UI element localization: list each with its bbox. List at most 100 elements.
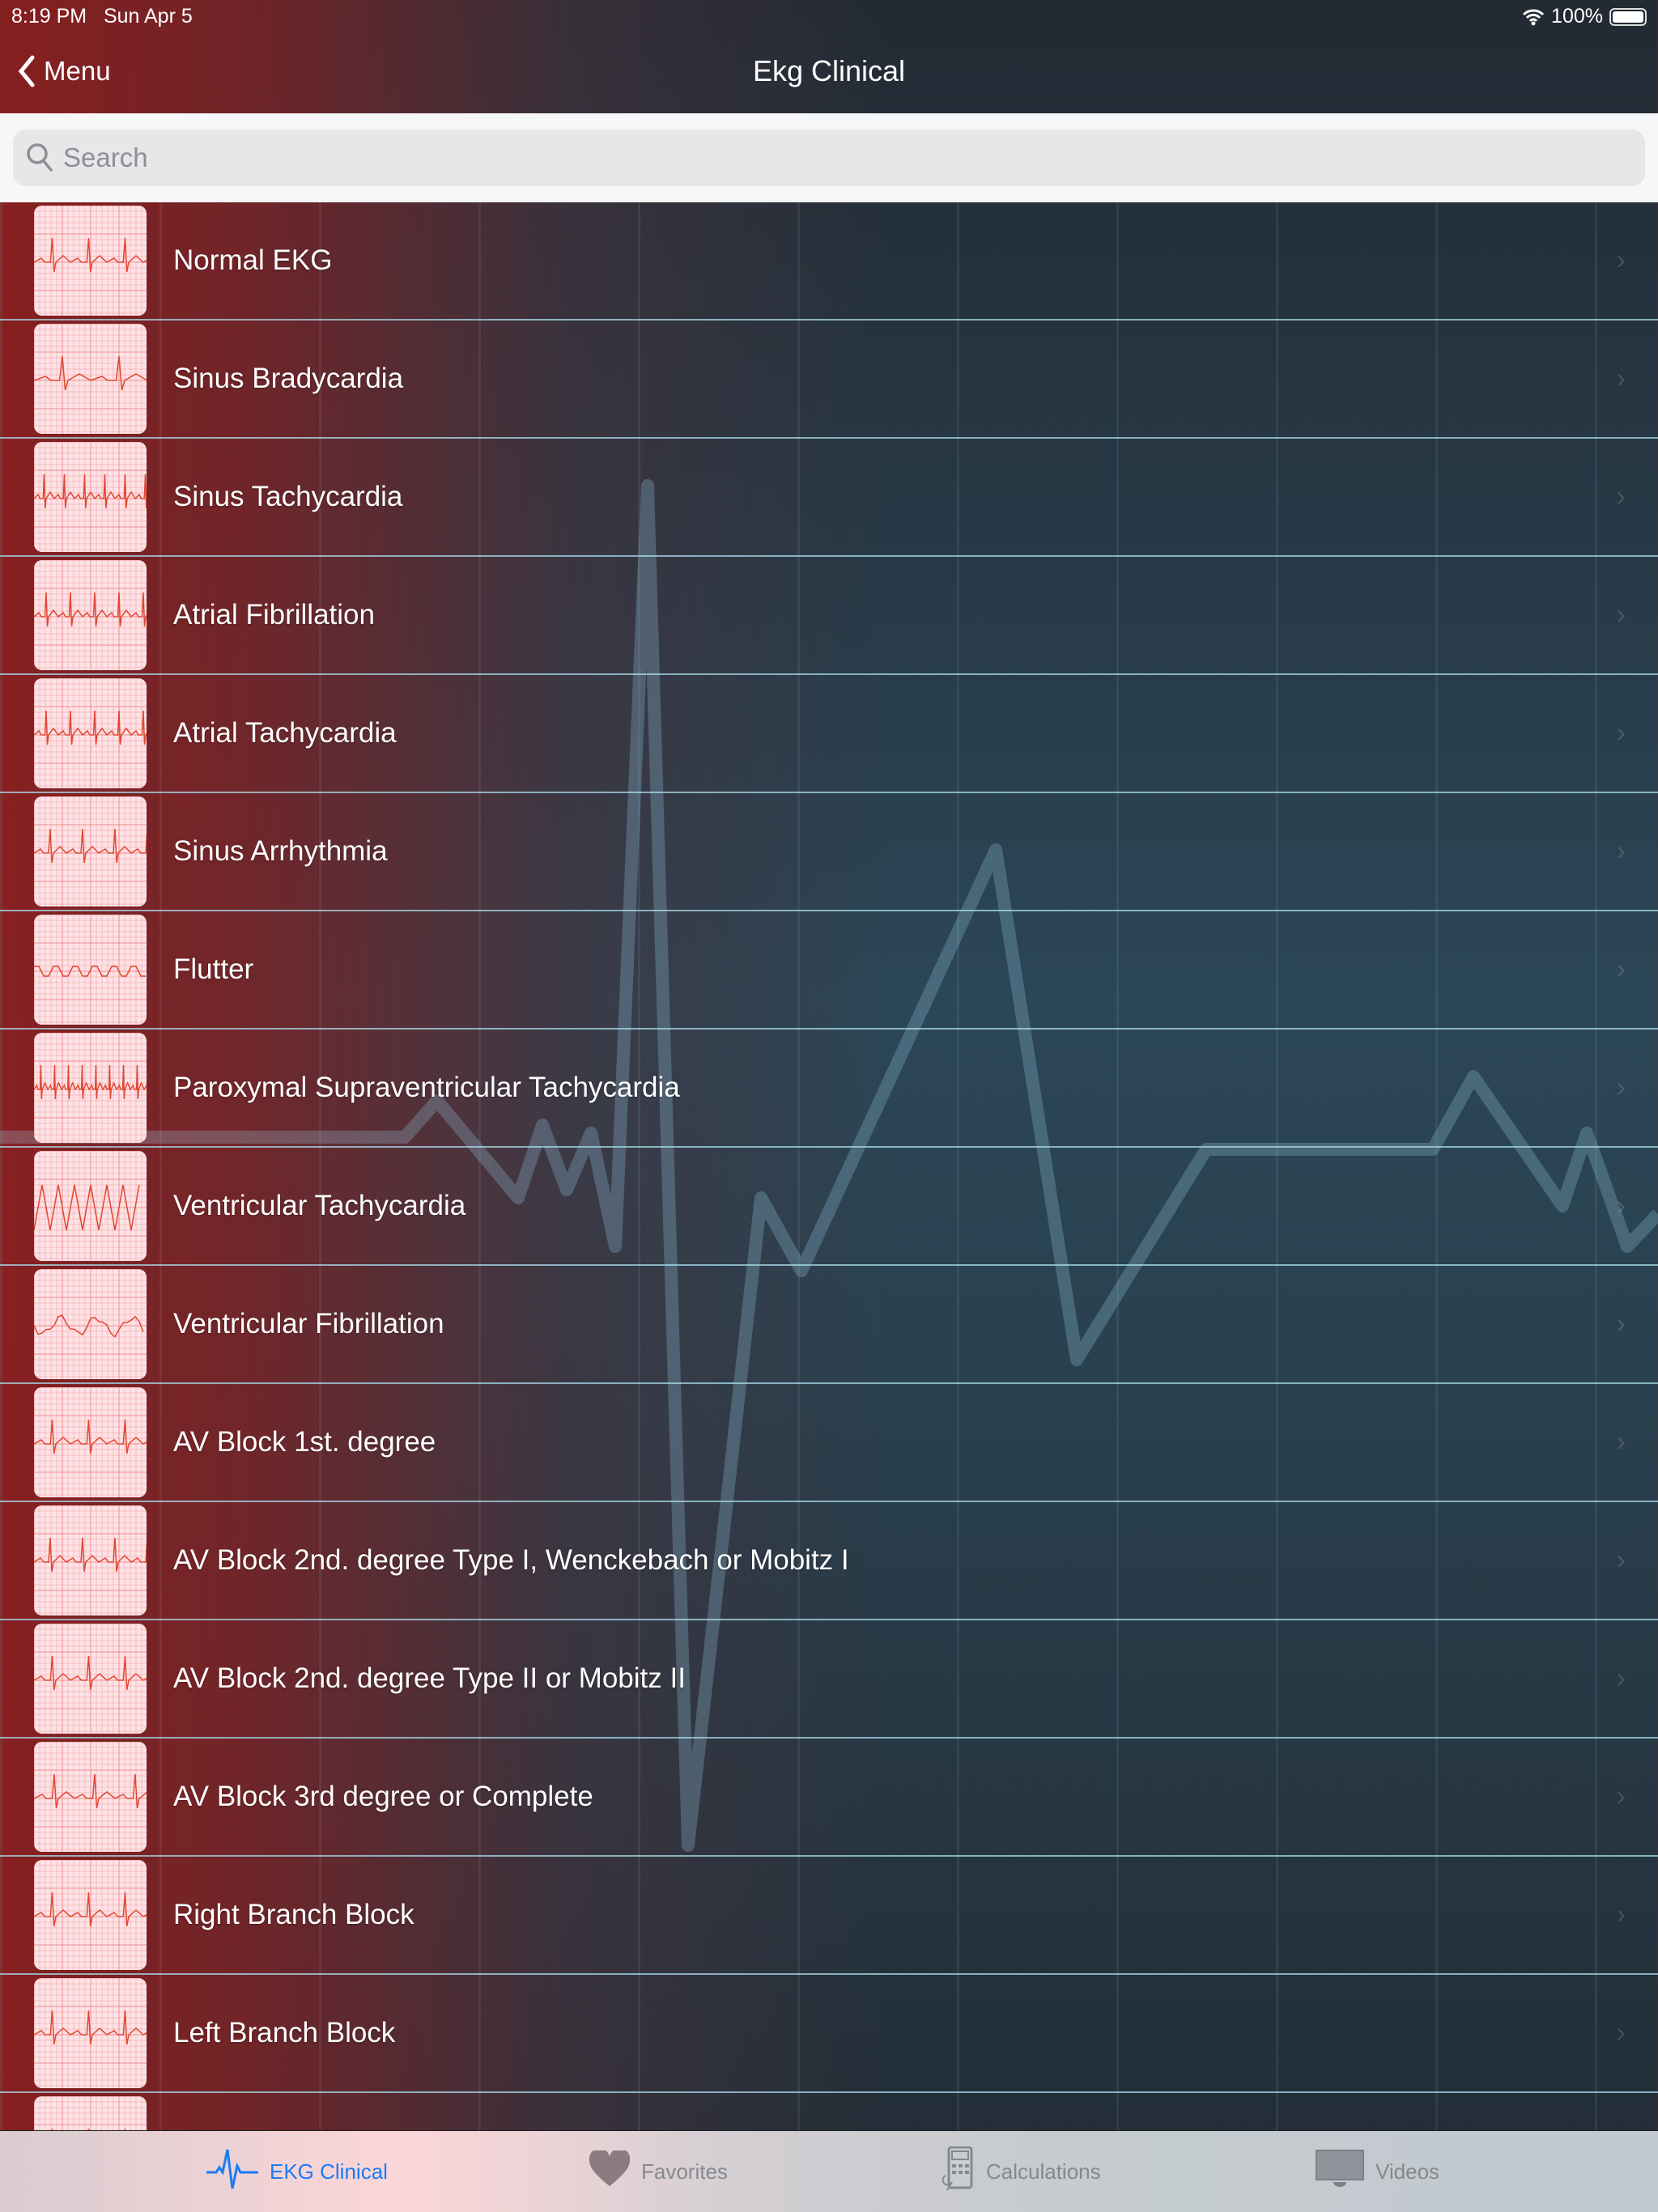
ekg-thumbnail-icon xyxy=(34,1033,147,1143)
tab-calculations[interactable]: Calculations xyxy=(937,2131,1101,2212)
ekg-thumbnail-icon xyxy=(34,560,147,670)
search-field[interactable] xyxy=(13,129,1645,186)
list-item[interactable]: Atrial Tachycardia › xyxy=(0,675,1658,793)
ekg-trace xyxy=(34,1314,144,1338)
list-item[interactable]: AV Block 2nd. degree Type II or Mobitz I… xyxy=(0,1620,1658,1739)
ekg-thumbnail-icon xyxy=(34,1269,147,1379)
rhythm-list: Normal EKG › Sinus Bradycardia › Sinus Tachy… xyxy=(0,202,1658,2130)
list-item[interactable]: AV Block 3rd degree or Complete › xyxy=(0,1739,1658,1857)
search-input[interactable] xyxy=(62,142,1603,174)
search-icon xyxy=(27,143,53,172)
ekg-trace xyxy=(34,1537,147,1573)
ekg-trace xyxy=(34,966,146,977)
list-item[interactable]: Ventricular Fibrillation › xyxy=(0,1266,1658,1384)
ekg-thumbnail-icon xyxy=(34,796,147,906)
ekg-trace xyxy=(34,1773,147,1809)
chevron-right-icon: › xyxy=(1616,1899,1626,1930)
ekg-trace xyxy=(34,1184,140,1231)
tab-label: EKG Clinical xyxy=(270,2159,388,2184)
ekg-thumbnail-icon xyxy=(34,1505,147,1615)
list-item-label: Left Branch Block xyxy=(173,2017,396,2049)
ekg-trace xyxy=(34,473,147,509)
ekg-wave-icon xyxy=(206,2148,258,2196)
chevron-right-icon: › xyxy=(1616,363,1626,394)
tab-favorites[interactable]: Favorites xyxy=(589,2131,728,2212)
list-item-label: Sinus Arrhythmia xyxy=(173,835,388,867)
search-bar xyxy=(0,113,1658,202)
list-item-label: AV Block 2nd. degree Type I, Wenckebach … xyxy=(173,1544,849,1576)
tab-label: Calculations xyxy=(986,2159,1101,2184)
chevron-right-icon: › xyxy=(1616,1308,1626,1340)
list-item[interactable]: Ventricular Tachycardia › xyxy=(0,1148,1658,1266)
ekg-trace xyxy=(34,1655,147,1691)
chevron-right-icon: › xyxy=(1616,481,1626,512)
chevron-left-icon xyxy=(18,55,35,87)
list-item[interactable]: Left Branch Block › xyxy=(0,1975,1658,2093)
calculator-icon xyxy=(937,2146,975,2197)
chevron-right-icon: › xyxy=(1616,953,1626,985)
chevron-right-icon: › xyxy=(1616,835,1626,867)
tab-label: Videos xyxy=(1375,2159,1440,2184)
ekg-trace xyxy=(34,2010,147,2045)
page-title: Ekg Clinical xyxy=(752,54,906,87)
list-item[interactable]: Sinus Arrhythmia › xyxy=(0,793,1658,911)
list-item-label: Ventricular Tachycardia xyxy=(173,1190,466,1221)
list-item-label: Right Branch Block xyxy=(173,1899,414,1930)
chevron-right-icon: › xyxy=(1616,244,1626,276)
back-button[interactable]: Menu xyxy=(18,55,111,87)
tab-label: Favorites xyxy=(641,2159,728,2184)
ekg-trace xyxy=(34,1064,147,1100)
navigation-bar: Menu Ekg Clinical xyxy=(0,32,1658,113)
chevron-right-icon: › xyxy=(1616,717,1626,749)
list-item-label: AV Block 2nd. degree Type II or Mobitz I… xyxy=(173,1662,686,1694)
list-item[interactable]: Accelerated Junctional Rhythm› xyxy=(0,2093,1658,2130)
chevron-right-icon: › xyxy=(1616,1544,1626,1576)
ekg-thumbnail-icon xyxy=(34,1624,147,1734)
ekg-thumbnail-icon xyxy=(34,678,147,788)
ekg-trace xyxy=(34,828,147,864)
list-item-label: Atrial Tachycardia xyxy=(173,717,397,749)
chevron-right-icon: › xyxy=(1616,1781,1626,1812)
list-item-label: AV Block 3rd degree or Complete xyxy=(173,1781,593,1812)
ekg-thumbnail-icon xyxy=(34,1978,147,2088)
ekg-thumbnail-icon xyxy=(34,2096,147,2130)
ekg-thumbnail-icon xyxy=(34,1151,147,1261)
ekg-trace xyxy=(34,592,147,627)
list-item[interactable]: Sinus Tachycardia › xyxy=(0,439,1658,557)
ekg-thumbnail-icon xyxy=(34,324,147,434)
list-item[interactable]: Atrial Fibrillation › xyxy=(0,557,1658,675)
list-item[interactable]: Paroxymal Supraventricular Tachycardia › xyxy=(0,1030,1658,1148)
list-item[interactable]: Flutter › xyxy=(0,911,1658,1030)
ekg-thumbnail-icon xyxy=(34,1742,147,1852)
ekg-trace xyxy=(34,710,147,745)
chevron-right-icon: › xyxy=(1616,1662,1626,1694)
tab-ekg-clinical[interactable]: EKG Clinical xyxy=(206,2131,388,2212)
chevron-right-icon: › xyxy=(1616,1072,1626,1103)
list-item-label: AV Block 1st. degree xyxy=(173,1426,436,1458)
battery-percent: 100% xyxy=(1551,5,1603,28)
ekg-thumbnail-icon xyxy=(34,1387,147,1497)
list-item-label: Sinus Tachycardia xyxy=(173,481,403,512)
ekg-thumbnail-icon xyxy=(34,1860,147,1970)
list-item-label: Atrial Fibrillation xyxy=(173,599,375,630)
chevron-right-icon: › xyxy=(1616,2017,1626,2049)
list-item[interactable]: Right Branch Block › xyxy=(0,1857,1658,1975)
list-item-label: Ventricular Fibrillation xyxy=(173,1308,444,1340)
tab-bar: EKG Clinical Favorites Calculations Videos xyxy=(0,2130,1658,2212)
ekg-trace xyxy=(34,1419,147,1454)
ekg-trace xyxy=(34,355,147,391)
ekg-trace xyxy=(34,1891,147,1927)
list-item[interactable]: AV Block 2nd. degree Type I, Wenckebach … xyxy=(0,1502,1658,1620)
chevron-right-icon: › xyxy=(1616,1190,1626,1221)
list-item[interactable]: Sinus Bradycardia › xyxy=(0,321,1658,439)
back-label: Menu xyxy=(44,56,111,86)
tab-videos[interactable]: Videos xyxy=(1316,2131,1439,2212)
status-time: 8:19 PM Sun Apr 5 xyxy=(11,5,193,28)
list-item[interactable]: AV Block 1st. degree › xyxy=(0,1384,1658,1502)
list-item-label: Flutter xyxy=(173,953,254,985)
list-item-label: Paroxymal Supraventricular Tachycardia xyxy=(173,1072,680,1103)
status-bar: 8:19 PM Sun Apr 5 100% xyxy=(0,0,1658,32)
ekg-trace xyxy=(34,237,147,273)
chevron-right-icon: › xyxy=(1616,599,1626,630)
list-item[interactable]: Normal EKG › xyxy=(0,202,1658,321)
